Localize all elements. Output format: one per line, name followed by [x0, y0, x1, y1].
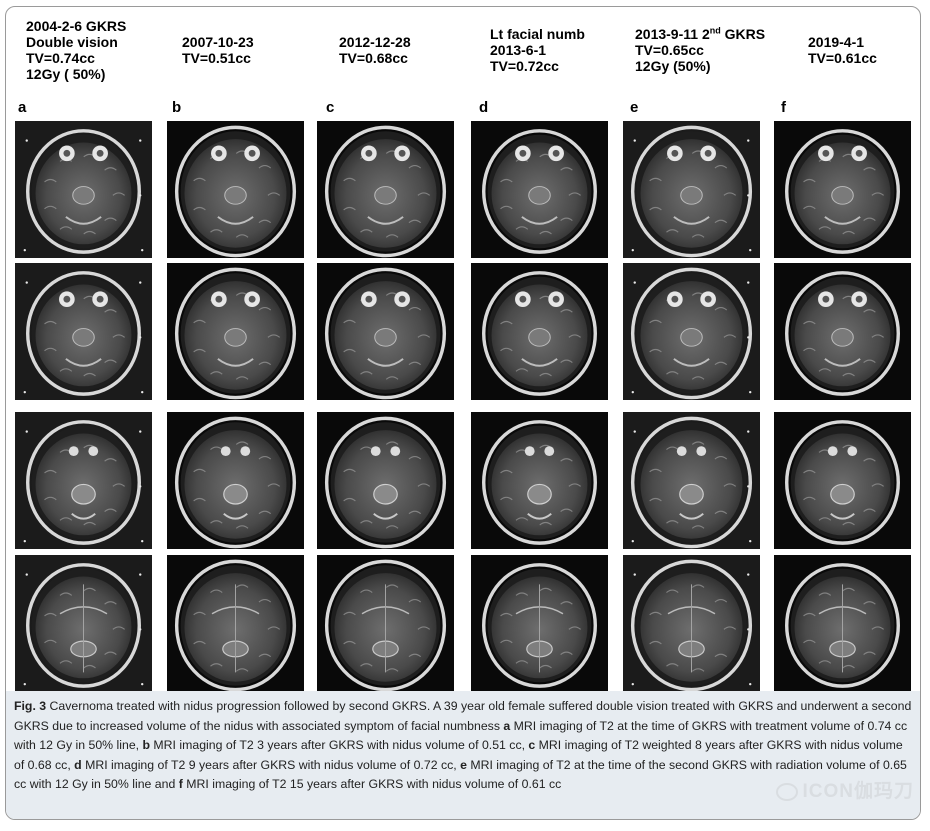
- header-line: 12Gy ( 50%): [26, 66, 106, 82]
- mri-scan-e-row2: [623, 263, 760, 400]
- caption-text: Cavernoma treated with nidus progression…: [14, 699, 912, 733]
- header-line: 2013-6-1: [490, 42, 547, 58]
- header-line: 2012-12-28: [339, 34, 411, 50]
- figure-label: Fig. 3: [14, 699, 47, 713]
- figure-frame: [5, 6, 921, 820]
- caption-panel-ref: f: [178, 777, 183, 792]
- header-line: TV=0.74cc: [26, 50, 95, 66]
- caption-text: MRI imaging of T2 at the time of GKRS wi…: [14, 718, 908, 753]
- header-col-c: 2012-12-28 TV=0.68cc: [339, 34, 411, 66]
- caption-text: MRI imaging of T2 9 years after GKRS wit…: [81, 757, 461, 772]
- header-line: 2007-10-23: [182, 34, 254, 50]
- mri-scan-e-row1: [623, 121, 760, 258]
- panel-label-b: b: [172, 99, 182, 116]
- caption-panel-ref: d: [74, 757, 82, 772]
- mri-scan-b-row2: [167, 263, 304, 400]
- header-line: Double vision: [26, 34, 118, 50]
- header-line: 12Gy (50%): [635, 58, 711, 74]
- caption-panel-ref: a: [503, 718, 511, 733]
- header-line: 2013-9-11 2: [635, 26, 710, 42]
- mri-scan-f-row4: [774, 555, 911, 692]
- mri-scan-a-row4: [15, 555, 152, 692]
- mri-scan-a-row2: [15, 263, 152, 400]
- mri-scan-f-row2: [774, 263, 911, 400]
- header-line: Lt facial numb: [490, 26, 585, 42]
- header-line: TV=0.72cc: [490, 58, 559, 74]
- figure-caption: Fig. 3 Cavernoma treated with nidus prog…: [14, 697, 914, 795]
- header-line: TV=0.51cc: [182, 50, 251, 66]
- mri-scan-c-row2: [317, 263, 454, 400]
- caption-text: MRI imaging of T2 3 years after GKRS wit…: [150, 738, 529, 753]
- mri-scan-d-row2: [471, 263, 608, 400]
- panel-label-f: f: [781, 99, 786, 116]
- header-line: TV=0.61cc: [808, 50, 877, 66]
- mri-scan-b-row4: [167, 555, 304, 692]
- caption-text: MRI imaging of T2 weighted 8 years after…: [14, 738, 903, 772]
- watermark-text: ICON伽玛刀: [802, 781, 914, 802]
- mri-scan-a-row1: [15, 121, 152, 258]
- header-line-suffix: GKRS: [720, 26, 766, 42]
- header-line: TV=0.65cc: [635, 42, 704, 58]
- wechat-icon: [776, 782, 799, 801]
- mri-scan-c-row4: [317, 555, 454, 692]
- watermark: ICON伽玛刀: [776, 776, 914, 803]
- mri-scan-b-row1: [167, 121, 304, 258]
- header-col-d: Lt facial numb 2013-6-1 TV=0.72cc: [490, 26, 585, 74]
- panel-label-c: c: [326, 99, 335, 116]
- mri-scan-e-row3: [623, 412, 760, 549]
- mri-scan-d-row3: [471, 412, 608, 549]
- mri-scan-b-row3: [167, 412, 304, 549]
- caption-background: [6, 691, 920, 819]
- mri-scan-a-row3: [15, 412, 152, 549]
- caption-text: MRI imaging of T2 at the time of the sec…: [14, 757, 907, 792]
- header-col-b: 2007-10-23 TV=0.51cc: [182, 34, 254, 66]
- panel-label-d: d: [479, 99, 489, 116]
- header-line: TV=0.68cc: [339, 50, 408, 66]
- mri-scan-f-row3: [774, 412, 911, 549]
- mri-scan-f-row1: [774, 121, 911, 258]
- panel-label-e: e: [630, 99, 639, 116]
- mri-scan-c-row3: [317, 412, 454, 549]
- header-line: 2019-4-1: [808, 34, 865, 50]
- mri-scan-d-row4: [471, 555, 608, 692]
- header-col-a: 2004-2-6 GKRS Double vision TV=0.74cc 12…: [26, 18, 126, 82]
- mri-scan-d-row1: [471, 121, 608, 258]
- mri-scan-c-row1: [317, 121, 454, 258]
- caption-panel-ref: e: [460, 757, 467, 772]
- caption-panel-ref: c: [528, 738, 536, 753]
- header-col-f: 2019-4-1 TV=0.61cc: [808, 34, 877, 66]
- mri-scan-e-row4: [623, 555, 760, 692]
- header-superscript: nd: [709, 25, 721, 36]
- header-col-e: 2013-9-11 2nd GKRS TV=0.65cc 12Gy (50%): [635, 26, 765, 74]
- header-line: 2004-2-6 GKRS: [26, 18, 127, 34]
- caption-panel-ref: b: [142, 738, 151, 753]
- panel-label-a: a: [18, 99, 27, 116]
- caption-text: MRI imaging of T2 15 years after GKRS wi…: [182, 777, 562, 792]
